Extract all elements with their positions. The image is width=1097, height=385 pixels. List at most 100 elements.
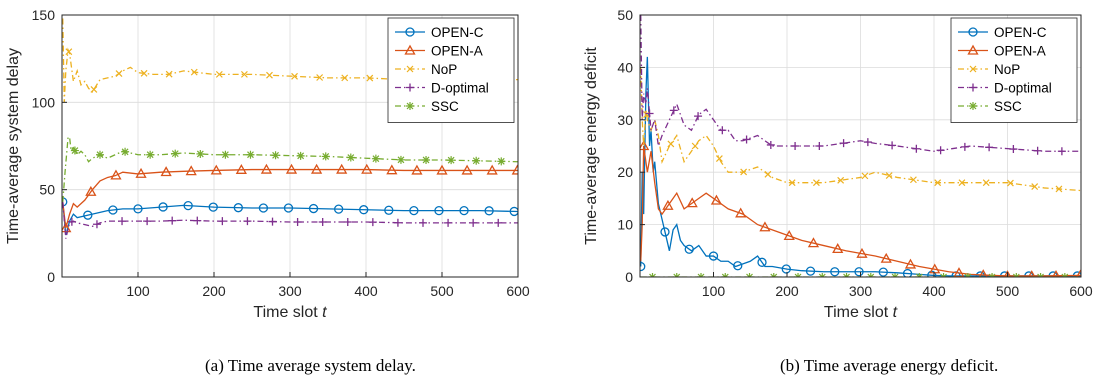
data-point: [461, 164, 473, 175]
data-point: [168, 216, 177, 225]
data-point: [708, 251, 719, 261]
data-point: [218, 217, 227, 226]
caption-b: (b) Time average energy deficit.: [780, 356, 998, 375]
data-point: [361, 163, 373, 174]
data-point: [960, 142, 969, 151]
legend-label: SSC: [994, 99, 1022, 114]
data-point: [118, 217, 127, 226]
tick-label-x: 500: [430, 283, 454, 299]
data-point: [1055, 185, 1063, 193]
tick-label-y: 10: [617, 217, 633, 233]
data-point: [912, 144, 921, 153]
tick-label-x: 200: [202, 283, 226, 299]
data-point: [837, 176, 845, 184]
data-point: [115, 70, 123, 77]
tick-label-x: 600: [1069, 283, 1093, 299]
data-point: [472, 156, 481, 165]
data-point: [929, 263, 941, 274]
data-point: [494, 218, 503, 227]
legend-label: NoP: [431, 62, 457, 77]
y-axis-label: Time-average energy deficit: [583, 47, 600, 245]
data-point: [985, 143, 994, 152]
data-point: [384, 205, 394, 215]
data-point: [411, 164, 423, 175]
data-point: [1076, 269, 1081, 277]
data-point: [90, 85, 98, 93]
legend-label: OPEN-A: [994, 44, 1046, 59]
data-point: [193, 216, 202, 225]
tick-label-x: 300: [849, 283, 873, 299]
data-point: [419, 218, 427, 227]
data-point: [271, 151, 280, 160]
data-point: [285, 163, 298, 174]
data-point: [283, 203, 294, 213]
legend-entry: SSC: [395, 99, 459, 114]
legend-marker: [405, 27, 415, 37]
tick-label-y: 20: [617, 164, 633, 180]
tick-label-y: 150: [32, 7, 56, 23]
series-D-optimal: [640, 15, 1081, 156]
data-point: [396, 155, 405, 164]
data-point: [210, 164, 222, 175]
data-point: [346, 153, 355, 162]
series-OPEN-C: [62, 197, 518, 236]
data-point: [393, 218, 402, 227]
data-point: [766, 140, 775, 149]
data-point: [1003, 270, 1012, 277]
data-point: [183, 200, 193, 211]
data-point: [863, 138, 872, 147]
data-point: [832, 243, 844, 254]
data-point: [1052, 269, 1060, 277]
data-point: [684, 244, 694, 254]
legend-marker: [969, 102, 977, 110]
data-point: [1009, 145, 1018, 154]
legend-label: SSC: [431, 99, 459, 114]
data-point: [694, 112, 703, 121]
data-point: [686, 197, 698, 208]
tick-label-x: 600: [506, 283, 530, 299]
data-point: [190, 68, 198, 76]
tick-label-y: 50: [39, 182, 55, 198]
data-point: [978, 269, 988, 277]
data-point: [371, 154, 380, 163]
data-point: [718, 126, 727, 135]
data-point: [65, 48, 73, 56]
series-OPEN-A: [640, 140, 1081, 277]
data-point: [233, 203, 243, 213]
data-point: [447, 156, 456, 165]
legend-label: OPEN-A: [431, 44, 483, 59]
data-point: [83, 210, 93, 220]
data-point: [215, 70, 223, 78]
data-point: [805, 266, 816, 276]
data-point: [336, 163, 348, 174]
data-point: [856, 247, 868, 258]
y-axis-label: Time-average system delay: [5, 48, 22, 244]
data-point: [1031, 183, 1039, 190]
legend: OPEN-C OPEN-A NoP D-optimal SSC: [950, 17, 1078, 123]
legend-entry: SSC: [958, 99, 1022, 114]
data-point: [710, 194, 723, 205]
data-point: [291, 72, 298, 80]
legend-entry: NoP: [958, 62, 1020, 77]
tick-label-x: 500: [996, 283, 1020, 299]
tick-label-x: 100: [126, 283, 150, 299]
data-point: [359, 205, 369, 215]
series-D-optimal: [62, 201, 518, 239]
data-point: [486, 164, 498, 175]
tick-label-x: 400: [354, 283, 378, 299]
data-point: [243, 217, 252, 226]
data-point: [67, 217, 76, 226]
data-point: [221, 150, 230, 159]
data-point: [742, 135, 751, 144]
legend-marker: [969, 65, 977, 73]
data-point: [196, 149, 205, 158]
chart-panel-a: 100 200 300 400 500 600 0 50 100 150 Time slot t Ti…: [5, 7, 530, 321]
series-SSC: [62, 136, 518, 202]
data-point: [469, 218, 478, 227]
data-point: [343, 217, 352, 226]
data-point: [735, 207, 747, 218]
data-point: [208, 202, 218, 212]
data-point: [781, 264, 791, 274]
data-point: [386, 164, 398, 175]
